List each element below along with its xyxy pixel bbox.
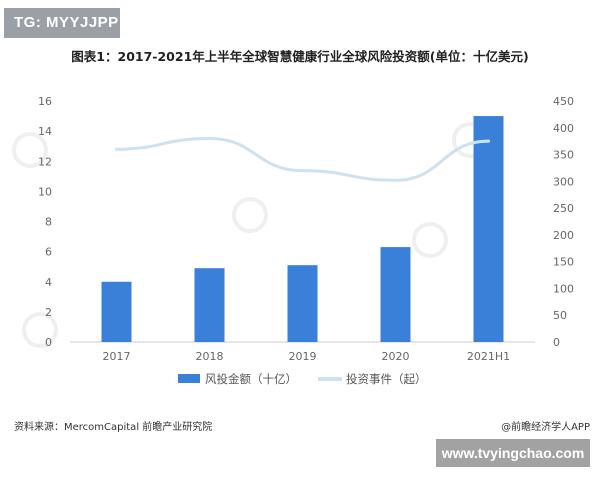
line-point <box>394 178 397 182</box>
bar <box>194 268 225 342</box>
bar <box>473 116 504 342</box>
x-axis-labels: 2017 2018 2019 2020 2021H1 <box>103 350 511 363</box>
right-tick-label: 450 <box>553 95 574 108</box>
right-tick-label: 50 <box>553 309 567 322</box>
left-tick-label: 6 <box>45 246 52 259</box>
watermark-logo <box>12 132 48 168</box>
left-tick-label: 10 <box>38 185 52 198</box>
legend-label-line: 投资事件（起） <box>346 372 427 386</box>
watermark-logo <box>232 197 268 233</box>
right-tick-label: 300 <box>553 175 574 188</box>
source-note: 资料来源：MercomCapital 前瞻产业研究院 <box>14 422 213 433</box>
right-tick-label: 400 <box>553 122 574 135</box>
bar <box>380 247 411 342</box>
site-link[interactable]: www.tvyingchao.com <box>436 439 590 467</box>
legend-label-bar: 风投金额（十亿） <box>205 372 297 386</box>
left-tick-label: 16 <box>38 95 52 108</box>
left-tick-label: 4 <box>45 276 52 289</box>
chart: 0 2 4 6 8 10 12 14 16 0 50 100 150 200 250 300 350 400 45… <box>12 95 574 386</box>
line-point <box>115 147 118 151</box>
bar <box>287 265 318 342</box>
line-point <box>208 136 211 140</box>
chart-title: 图表1：2017-2021年上半年全球智慧健康行业全球风险投资额(单位：十亿美元… <box>71 49 529 64</box>
line-point <box>301 169 304 173</box>
left-tick-label: 0 <box>45 336 52 349</box>
x-tick-label: 2019 <box>289 350 317 363</box>
watermark-layer <box>12 122 488 348</box>
bar <box>101 281 132 342</box>
right-tick-label: 350 <box>553 149 574 162</box>
x-tick-label: 2018 <box>196 350 224 363</box>
brand-credit: @前瞻经济学人APP <box>501 422 590 433</box>
line-series <box>115 136 490 182</box>
bar-series <box>101 116 504 342</box>
x-tick-label: 2021H1 <box>467 350 510 363</box>
right-tick-label: 250 <box>553 202 574 215</box>
left-tick-label: 12 <box>38 155 52 168</box>
left-tick-label: 8 <box>45 216 52 229</box>
right-tick-label: 100 <box>553 282 574 295</box>
x-tick-label: 2020 <box>382 350 410 363</box>
left-tick-label: 14 <box>38 125 52 138</box>
line-point <box>487 139 490 143</box>
tg-badge: TG: MYYJJPP <box>4 8 120 38</box>
watermark-logo <box>22 312 58 348</box>
legend: 风投金额（十亿） 投资事件（起） <box>178 372 427 386</box>
legend-swatch-bar <box>178 374 200 383</box>
watermark-logo <box>412 222 448 258</box>
right-tick-label: 200 <box>553 229 574 242</box>
right-tick-label: 150 <box>553 256 574 269</box>
left-tick-label: 2 <box>45 306 52 319</box>
series-line <box>115 136 490 182</box>
right-axis: 0 50 100 150 200 250 300 350 400 450 <box>553 95 574 349</box>
right-tick-label: 0 <box>553 336 560 349</box>
left-axis: 0 2 4 6 8 10 12 14 16 <box>38 95 52 349</box>
x-tick-label: 2017 <box>103 350 131 363</box>
